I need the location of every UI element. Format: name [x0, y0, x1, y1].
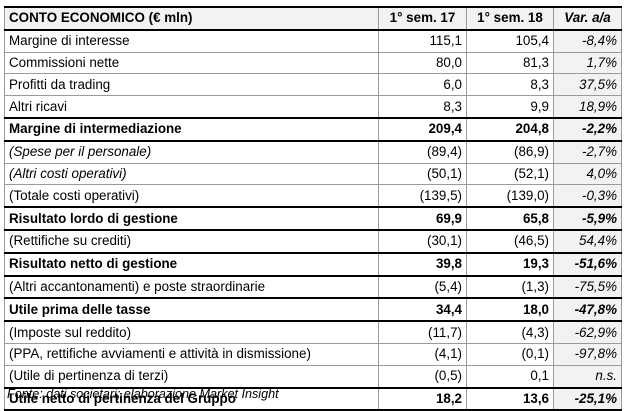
value-variation: 54,4%	[553, 229, 622, 254]
value-sem17: 209,4	[378, 116, 467, 142]
value-variation: -8,4%	[553, 29, 622, 53]
value-sem18: 13,6	[466, 386, 554, 411]
source-footnote: Fonte: dati societari; elaborazione Mark…	[7, 387, 279, 401]
income-statement-table: CONTO ECONOMICO (€ mln) 1° sem. 17 1° se…	[4, 6, 622, 411]
header-sem18: 1° sem. 18	[466, 6, 554, 31]
header-variation: Var. a/a	[553, 6, 622, 31]
value-sem18: (4,3)	[466, 320, 554, 344]
value-sem18: 9,9	[466, 95, 554, 119]
value-sem18: 81,3	[466, 51, 554, 75]
value-sem17: (89,4)	[378, 140, 467, 164]
value-variation: -97,8%	[553, 342, 622, 366]
value-variation: -2,7%	[553, 140, 622, 164]
value-sem17: (139,5)	[378, 184, 467, 208]
value-sem18: (52,1)	[466, 162, 554, 186]
header-sem17: 1° sem. 17	[378, 6, 467, 31]
value-variation: 37,5%	[553, 73, 622, 97]
value-sem17: 39,8	[378, 251, 467, 277]
value-variation: -25,1%	[553, 386, 622, 411]
value-variation: -0,3%	[553, 184, 622, 208]
row-label: Utile prima delle tasse	[4, 297, 379, 323]
value-variation: -5,9%	[553, 206, 622, 231]
table-row: Profitti da trading 6,0 8,3 37,5%	[4, 73, 622, 97]
value-variation: -51,6%	[553, 251, 622, 277]
value-sem17: 69,9	[378, 206, 467, 231]
row-label: (Imposte sul reddito)	[4, 320, 379, 344]
value-sem17: (11,7)	[378, 320, 467, 344]
row-label: (PPA, rettifiche avviamenti e attività i…	[4, 342, 379, 366]
row-label: Risultato netto di gestione	[4, 251, 379, 277]
table-row: Risultato netto di gestione 39,8 19,3 -51,6…	[4, 251, 622, 277]
row-label: Margine di interesse	[4, 29, 379, 53]
table-row: Margine di interesse 115,1 105,4 -8,4%	[4, 29, 622, 53]
table-row: (Utile di pertinenza di terzi) (0,5) 0,1 n.…	[4, 364, 622, 389]
value-sem18: 65,8	[466, 206, 554, 231]
row-label: Profitti da trading	[4, 73, 379, 97]
value-sem17: (5,4)	[378, 275, 467, 299]
value-variation: -47,8%	[553, 297, 622, 323]
table-row: (PPA, rettifiche avviamenti e attività i…	[4, 342, 622, 366]
value-sem18: (86,9)	[466, 140, 554, 164]
table-row: Margine di intermediazione 209,4 204,8 -2,2…	[4, 116, 622, 142]
value-sem17: 115,1	[378, 29, 467, 53]
table-row: Commissioni nette 80,0 81,3 1,7%	[4, 51, 622, 75]
row-label: Margine di intermediazione	[4, 116, 379, 142]
value-sem18: (46,5)	[466, 229, 554, 254]
value-sem17: 80,0	[378, 51, 467, 75]
value-sem18: (0,1)	[466, 342, 554, 366]
table-row: Utile prima delle tasse 34,4 18,0 -47,8%	[4, 297, 622, 323]
table-row: Altri ricavi 8,3 9,9 18,9%	[4, 95, 622, 119]
table-row: (Spese per il personale) (89,4) (86,9) -2,7…	[4, 140, 622, 164]
value-variation: -75,5%	[553, 275, 622, 299]
value-sem18: (1,3)	[466, 275, 554, 299]
value-sem18: 0,1	[466, 364, 554, 389]
value-sem17: (50,1)	[378, 162, 467, 186]
value-sem17: 8,3	[378, 95, 467, 119]
value-variation: 4,0%	[553, 162, 622, 186]
table-row: (Altri costi operativi) (50,1) (52,1) 4,0%	[4, 162, 622, 186]
row-label: (Altri costi operativi)	[4, 162, 379, 186]
value-variation: 1,7%	[553, 51, 622, 75]
row-label: Altri ricavi	[4, 95, 379, 119]
table-row: (Altri accantonamenti) e poste straordin…	[4, 275, 622, 299]
row-label: Commissioni nette	[4, 51, 379, 75]
row-label: Risultato lordo di gestione	[4, 206, 379, 231]
row-label: (Utile di pertinenza di terzi)	[4, 364, 379, 389]
table-row: (Totale costi operativi) (139,5) (139,0) -0…	[4, 184, 622, 208]
value-sem18: 105,4	[466, 29, 554, 53]
value-sem17: (0,5)	[378, 364, 467, 389]
value-sem18: (139,0)	[466, 184, 554, 208]
value-variation: n.s.	[553, 364, 622, 389]
value-sem18: 18,0	[466, 297, 554, 323]
value-variation: -2,2%	[553, 116, 622, 142]
value-sem17: (30,1)	[378, 229, 467, 254]
value-sem17: 34,4	[378, 297, 467, 323]
value-sem18: 19,3	[466, 251, 554, 277]
header-label: CONTO ECONOMICO (€ mln)	[4, 6, 379, 31]
value-sem17: 18,2	[378, 386, 467, 411]
table-body: Margine di interesse 115,1 105,4 -8,4% Commi…	[4, 29, 622, 411]
value-variation: -62,9%	[553, 320, 622, 344]
table-row: (Imposte sul reddito) (11,7) (4,3) -62,9%	[4, 320, 622, 344]
value-sem17: 6,0	[378, 73, 467, 97]
row-label: (Spese per il personale)	[4, 140, 379, 164]
row-label: (Altri accantonamenti) e poste straordin…	[4, 275, 379, 299]
value-sem18: 204,8	[466, 116, 554, 142]
value-sem17: (4,1)	[378, 342, 467, 366]
table-header-row: CONTO ECONOMICO (€ mln) 1° sem. 17 1° se…	[4, 6, 622, 31]
table-row: Risultato lordo di gestione 69,9 65,8 -5,9%	[4, 206, 622, 231]
row-label: (Rettifiche su crediti)	[4, 229, 379, 254]
value-sem18: 8,3	[466, 73, 554, 97]
row-label: (Totale costi operativi)	[4, 184, 379, 208]
table-row: (Rettifiche su crediti) (30,1) (46,5) 54,4%	[4, 229, 622, 254]
value-variation: 18,9%	[553, 95, 622, 119]
